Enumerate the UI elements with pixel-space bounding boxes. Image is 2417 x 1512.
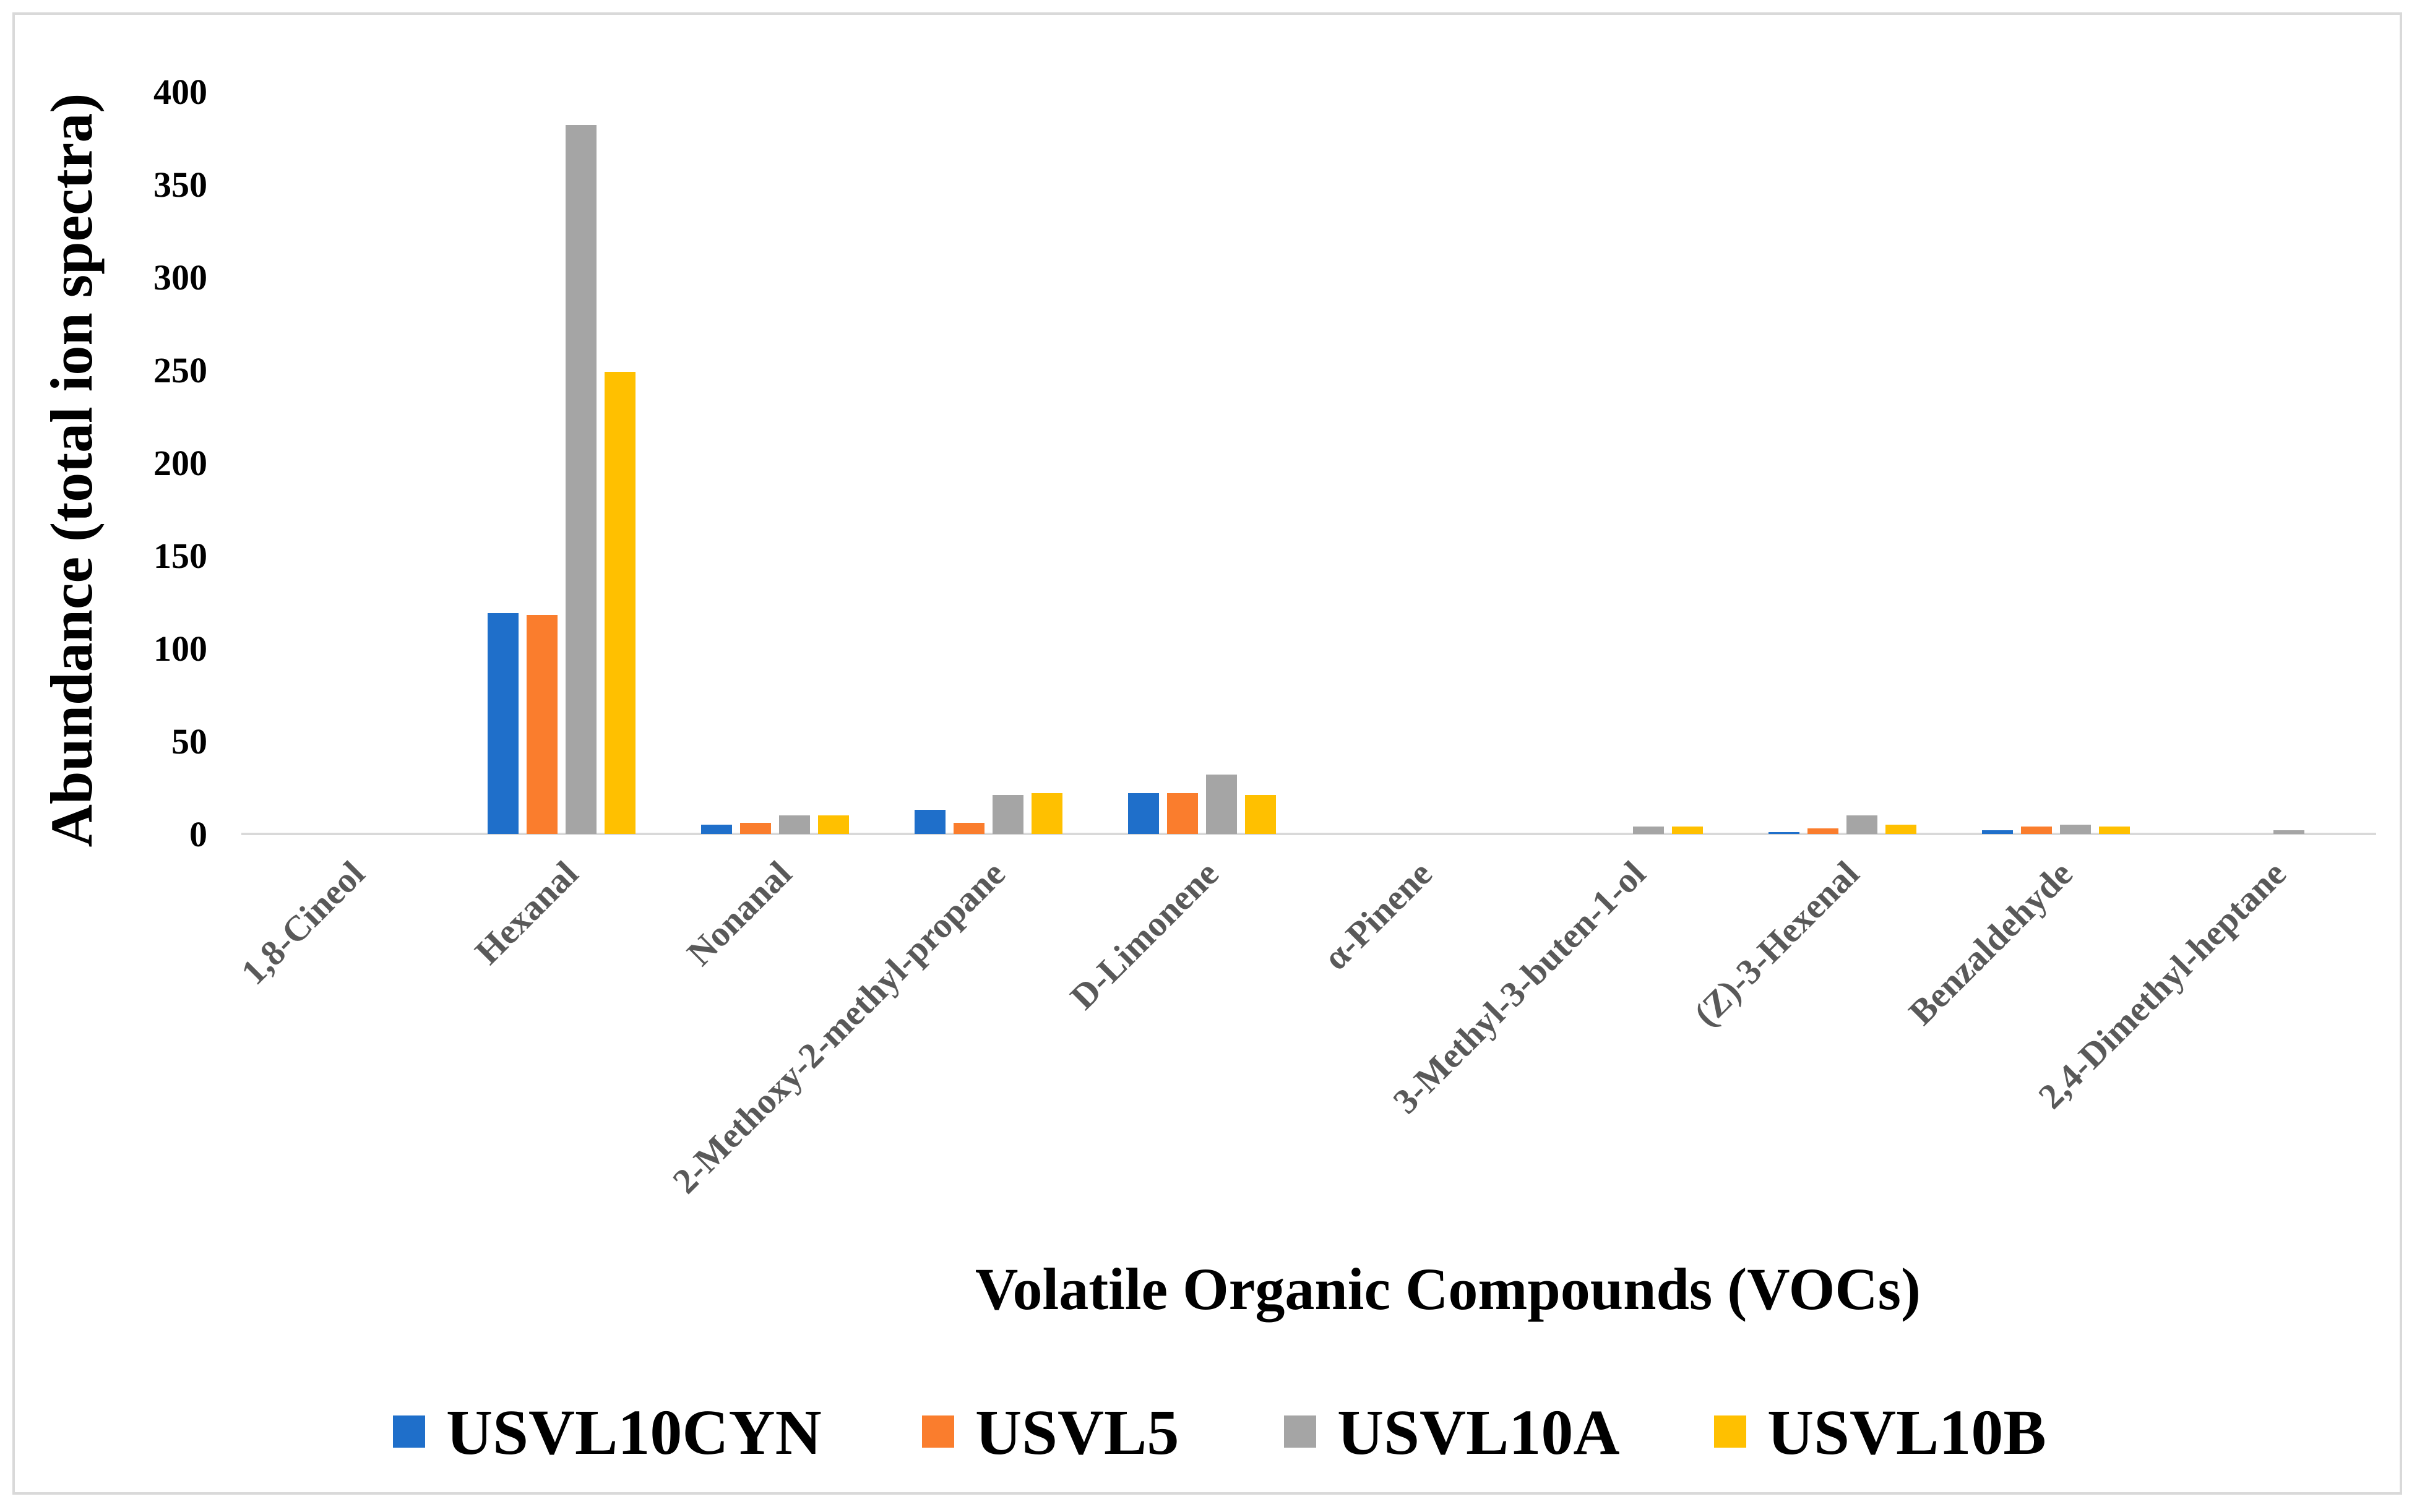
legend-label-usvl10b: USVL10B (1767, 1397, 2046, 1468)
category-label: Hexanal (467, 853, 586, 972)
bar-usvl10a-8 (2060, 825, 2091, 834)
bar-usvl10b-4 (1245, 795, 1276, 834)
bar-usvl10a-3 (993, 795, 1023, 834)
bar-usvl5-8 (2021, 827, 2052, 834)
legend: USVL10CYN USVL5 USVL10A USVL10B (393, 1397, 2046, 1468)
category-labels: 1,8-Cineol Hexanal Nonanal2-Methoxy-2-meth… (233, 853, 2294, 1201)
legend-swatch-usvl10b (1714, 1415, 1746, 1448)
y-tick-label: 100 (153, 629, 207, 669)
legend-swatch-usvl10a (1284, 1415, 1316, 1448)
y-axis-title: Abundance (total ion spectra) (38, 93, 105, 848)
bar-usvl10b-2 (818, 815, 849, 834)
legend-swatch-usvl10cyn (393, 1415, 425, 1448)
bar-usvl10cyn-4 (1128, 793, 1159, 834)
y-tick-label: 350 (153, 165, 207, 205)
bars (488, 125, 2304, 834)
category-label: 2-Methoxy-2-methyl-propane (665, 853, 1012, 1201)
y-tick-label: 250 (153, 350, 207, 390)
bar-usvl5-1 (527, 615, 558, 834)
bar-usvl10a-9 (2273, 830, 2304, 834)
y-tick-label: 400 (153, 72, 207, 112)
legend-swatch-usvl5 (922, 1415, 954, 1448)
bar-usvl10cyn-1 (488, 613, 519, 834)
bar-usvl10a-6 (1633, 827, 1664, 834)
bar-usvl10b-8 (2099, 827, 2130, 834)
y-tick-label: 50 (171, 721, 207, 762)
category-label: α-Pinene (1316, 853, 1440, 977)
bar-usvl5-7 (1807, 828, 1838, 834)
bar-usvl5-2 (740, 823, 771, 834)
category-label: 2,4-Dimethyl-heptane (2030, 853, 2293, 1116)
bar-usvl10b-3 (1032, 793, 1062, 834)
category-label: Nonanal (679, 853, 799, 973)
bar-usvl10a-2 (779, 815, 810, 834)
bar-usvl10a-4 (1206, 775, 1237, 834)
y-tick-label: 300 (153, 257, 207, 298)
category-label: D-Limonene (1062, 853, 1226, 1017)
bar-usvl10cyn-7 (1769, 832, 1799, 834)
legend-label-usvl5: USVL5 (975, 1397, 1179, 1468)
x-axis-title: Volatile Organic Compounds (VOCs) (975, 1256, 1921, 1322)
bar-usvl10b-1 (605, 372, 635, 834)
bar-usvl10cyn-2 (701, 825, 732, 834)
category-label: Benzaldehyde (1901, 853, 2080, 1033)
bar-usvl10a-1 (566, 125, 597, 834)
y-tick-label: 0 (189, 814, 207, 854)
bar-usvl10a-7 (1846, 815, 1877, 834)
y-axis-ticks: 0 50 100 150 200 250 300 350 400 (153, 72, 207, 854)
legend-label-usvl10a: USVL10A (1337, 1397, 1620, 1468)
legend-label-usvl10cyn: USVL10CYN (446, 1397, 822, 1468)
bar-usvl10b-6 (1672, 827, 1703, 834)
bar-usvl5-3 (954, 823, 984, 834)
chart-frame (12, 12, 2402, 1495)
bar-usvl10b-7 (1885, 825, 1916, 834)
y-tick-label: 150 (153, 536, 207, 576)
y-tick-label: 200 (153, 443, 207, 483)
category-label: 1,8-Cineol (233, 853, 373, 992)
bar-usvl10cyn-3 (915, 810, 946, 834)
category-label: (Z)-3-Hexenal (1686, 853, 1867, 1034)
bar-usvl5-4 (1167, 793, 1198, 834)
bar-usvl10cyn-8 (1982, 830, 2013, 834)
